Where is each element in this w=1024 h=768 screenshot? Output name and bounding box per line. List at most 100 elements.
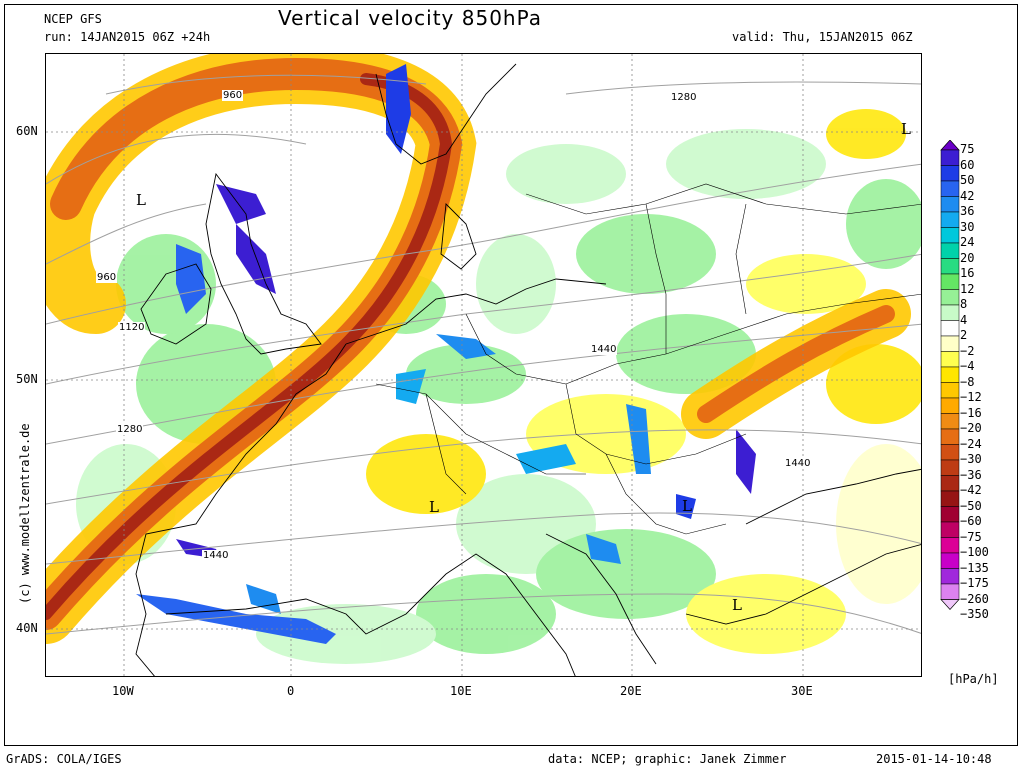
low-pressure-marker: L <box>136 191 146 209</box>
lon-label-20e: 20E <box>620 684 642 698</box>
low-pressure-marker: L <box>732 596 742 614</box>
legend-label: 75 <box>960 142 975 156</box>
lon-label-10e: 10E <box>450 684 472 698</box>
valid-time: valid: Thu, 15JAN2015 06Z <box>732 30 913 44</box>
legend-swatch <box>940 506 960 523</box>
legend-label: −2 <box>960 343 975 358</box>
lat-label-50n: 50N <box>16 372 38 386</box>
map-canvas <box>46 54 921 676</box>
footer-grads: GrADS: COLA/IGES <box>6 752 122 766</box>
footer-date: 2015-01-14-10:48 <box>876 752 992 766</box>
legend-label: 36 <box>960 204 975 218</box>
legend-swatch <box>940 366 960 383</box>
legend-swatch <box>940 242 960 259</box>
legend-label: −350 <box>960 607 989 621</box>
legend-swatch <box>940 599 960 611</box>
legend-label: −4 <box>960 359 975 373</box>
legend-swatch <box>940 428 960 445</box>
legend-label: −100 <box>960 545 989 559</box>
legend-label: 2 <box>960 328 968 342</box>
legend-swatch <box>940 490 960 507</box>
contour-label: 960 <box>222 90 244 101</box>
legend-swatch <box>940 583 960 600</box>
legend-label: −8 <box>960 374 975 389</box>
legend-label: −135 <box>960 560 989 575</box>
legend-label: −36 <box>960 467 982 482</box>
copyright-text: (c) www.modellzentrale.de <box>18 423 32 604</box>
legend-swatch <box>940 537 960 554</box>
frontal-band <box>46 54 911 644</box>
lat-label-60n: 60N <box>16 124 38 138</box>
legend-swatch <box>940 320 960 337</box>
legend-swatch <box>940 227 960 244</box>
legend-swatch <box>940 196 960 213</box>
contour-label: 1280 <box>670 92 698 103</box>
legend-label: 24 <box>960 235 975 249</box>
legend-swatch <box>940 552 960 569</box>
borders <box>375 183 921 535</box>
legend-swatch <box>940 258 960 275</box>
legend-label: −50 <box>960 498 982 513</box>
legend-label: 50 <box>960 173 975 187</box>
legend-label: −12 <box>960 390 982 404</box>
run-time: run: 14JAN2015 06Z +24h <box>44 30 211 44</box>
legend-swatch <box>940 521 960 538</box>
low-pressure-marker: L <box>901 120 911 138</box>
legend-swatch <box>940 459 960 476</box>
legend-swatch <box>940 382 960 399</box>
map-title: Vertical velocity 850hPa <box>278 6 543 30</box>
lon-label-0: 0 <box>287 684 295 698</box>
legend-label: 16 <box>960 266 975 280</box>
contour-label: 1440 <box>784 458 812 469</box>
model-name: NCEP GFS <box>44 12 102 26</box>
lon-label-10w: 10W <box>112 684 134 698</box>
lat-label-40n: 40N <box>16 621 38 635</box>
footer-credit: data: NCEP; graphic: Janek Zimmer <box>548 752 787 766</box>
legend-swatch <box>940 568 960 585</box>
contour-label: 1440 <box>202 550 230 561</box>
low-pressure-marker: L <box>682 497 692 515</box>
legend-swatch <box>940 335 960 352</box>
legend-swatch <box>940 475 960 492</box>
legend-label: 4 <box>960 312 968 327</box>
figure-frame <box>4 4 1018 746</box>
isolines <box>46 74 921 635</box>
legend-label: −260 <box>960 591 989 606</box>
legend-swatch <box>940 273 960 290</box>
graticule <box>46 54 921 676</box>
legend-label: −24 <box>960 436 982 451</box>
legend-label: 42 <box>960 188 975 203</box>
map-panel: 960 960 1120 1280 1280 1440 1440 1440 L … <box>45 53 922 677</box>
legend-swatch <box>940 444 960 461</box>
legend-swatch <box>940 180 960 197</box>
contour-label: 960 <box>96 272 118 283</box>
legend-label: −175 <box>960 576 989 590</box>
ascent-cores <box>136 64 756 644</box>
contour-label: 1120 <box>118 322 146 333</box>
legend-label: −20 <box>960 421 982 435</box>
lon-label-30e: 30E <box>791 684 813 698</box>
legend-units: [hPa/h] <box>948 672 999 686</box>
legend-swatch <box>940 413 960 430</box>
legend-label: 60 <box>960 157 975 172</box>
legend-swatch <box>940 211 960 228</box>
legend-label: 12 <box>960 281 975 296</box>
legend-swatch <box>940 149 960 166</box>
legend-bar <box>940 140 960 611</box>
legend-swatch <box>940 165 960 182</box>
contour-label: 1440 <box>590 344 618 355</box>
legend-label: −60 <box>960 514 982 528</box>
coastlines <box>135 63 921 676</box>
legend-swatch <box>940 140 960 151</box>
legend-swatch <box>940 304 960 321</box>
legend-label: 8 <box>960 297 968 311</box>
legend-swatch <box>940 289 960 306</box>
legend-label: 30 <box>960 219 975 234</box>
low-pressure-marker: L <box>429 498 439 516</box>
legend-label: −42 <box>960 483 982 497</box>
legend-label: 20 <box>960 250 975 265</box>
legend-label: −75 <box>960 529 982 544</box>
legend-label: −30 <box>960 452 982 466</box>
legend-label: −16 <box>960 405 982 420</box>
contour-label: 1280 <box>116 424 144 435</box>
